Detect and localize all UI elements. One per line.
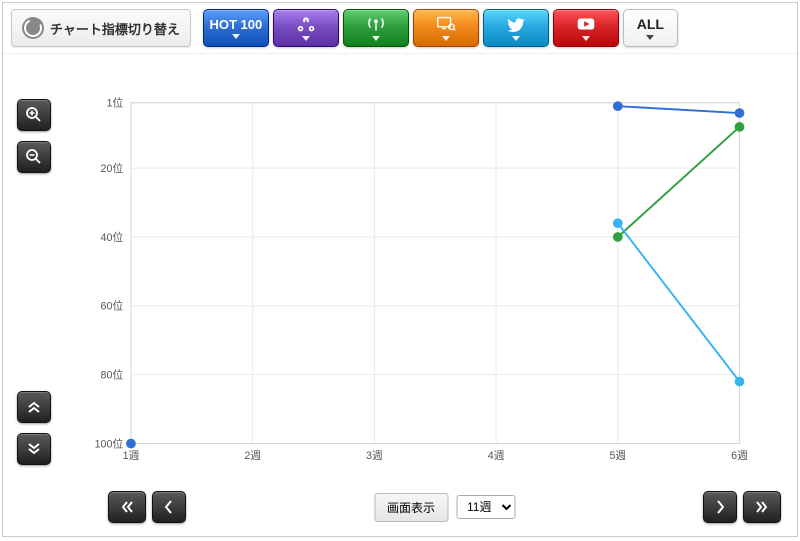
zoom-controls [17, 99, 51, 173]
chevron-down-icon [646, 35, 654, 40]
svg-text:3週: 3週 [366, 450, 383, 462]
chevron-down-icon [302, 36, 310, 41]
tab-download[interactable] [273, 9, 339, 47]
chevron-down-icon [232, 34, 240, 39]
svg-text:1週: 1週 [123, 450, 140, 462]
svg-text:100位: 100位 [95, 437, 124, 450]
chevron-down-icon [512, 36, 520, 41]
svg-text:2週: 2週 [244, 450, 261, 462]
antenna-icon [365, 15, 387, 33]
svg-text:5週: 5週 [609, 450, 626, 462]
youtube-icon [575, 15, 597, 33]
zoom-out-icon [25, 148, 43, 166]
tab-hot100-label: HOT 100 [210, 18, 263, 31]
page-next-button[interactable] [703, 491, 737, 523]
chevron-down-icon [582, 36, 590, 41]
indicator-toggle-button[interactable]: チャート指標切り替え [11, 9, 191, 47]
chevron-down-icon [442, 36, 450, 41]
download-icon [295, 15, 317, 33]
tab-radio[interactable] [343, 9, 409, 47]
chevron-right-icon [711, 498, 729, 516]
double-chevron-left-icon [118, 498, 136, 516]
swirl-icon [22, 17, 44, 39]
tab-all-label: ALL [637, 16, 664, 32]
tab-lookup[interactable] [413, 9, 479, 47]
zoom-in-button[interactable] [17, 99, 51, 131]
tab-all[interactable]: ALL [623, 9, 678, 47]
page-last-button[interactable] [743, 491, 781, 523]
vertical-scroll-controls [17, 391, 51, 465]
svg-text:6週: 6週 [731, 450, 748, 462]
tab-youtube[interactable] [553, 9, 619, 47]
svg-text:20位: 20位 [101, 162, 124, 175]
chart-type-toolbar: チャート指標切り替え HOT 100 [3, 3, 797, 54]
tab-twitter[interactable] [483, 9, 549, 47]
chart-svg: 1位 20位 40位 60位 80位 100位1週 2週 3週 4週 5週 6週 [78, 93, 773, 463]
display-mode-label: 画面表示 [387, 501, 435, 515]
page-first-button[interactable] [108, 491, 146, 523]
twitter-icon [505, 15, 527, 33]
scroll-up-button[interactable] [17, 391, 51, 423]
svg-text:60位: 60位 [101, 300, 124, 313]
week-range-select[interactable]: 11週 [456, 495, 515, 519]
indicator-toggle-label: チャート指標切り替え [50, 19, 180, 38]
monitor-search-icon [435, 15, 457, 33]
svg-text:1位: 1位 [107, 97, 124, 110]
double-chevron-down-icon [25, 440, 43, 458]
svg-text:80位: 80位 [101, 369, 124, 382]
ranking-chart: 1位 20位 40位 60位 80位 100位1週 2週 3週 4週 5週 6週 [78, 93, 773, 463]
display-mode-button[interactable]: 画面表示 [374, 493, 448, 522]
svg-text:40位: 40位 [101, 231, 124, 244]
double-chevron-right-icon [753, 498, 771, 516]
svg-text:4週: 4週 [488, 450, 505, 462]
double-chevron-up-icon [25, 398, 43, 416]
chevron-left-icon [160, 498, 178, 516]
chevron-down-icon [372, 36, 380, 41]
app-container: チャート指標切り替え HOT 100 [2, 2, 798, 537]
zoom-out-button[interactable] [17, 141, 51, 173]
zoom-in-icon [25, 106, 43, 124]
tab-hot100[interactable]: HOT 100 [203, 9, 269, 47]
page-prev-button[interactable] [152, 491, 186, 523]
scroll-down-button[interactable] [17, 433, 51, 465]
bottom-controls: 画面表示 11週 [108, 492, 781, 522]
